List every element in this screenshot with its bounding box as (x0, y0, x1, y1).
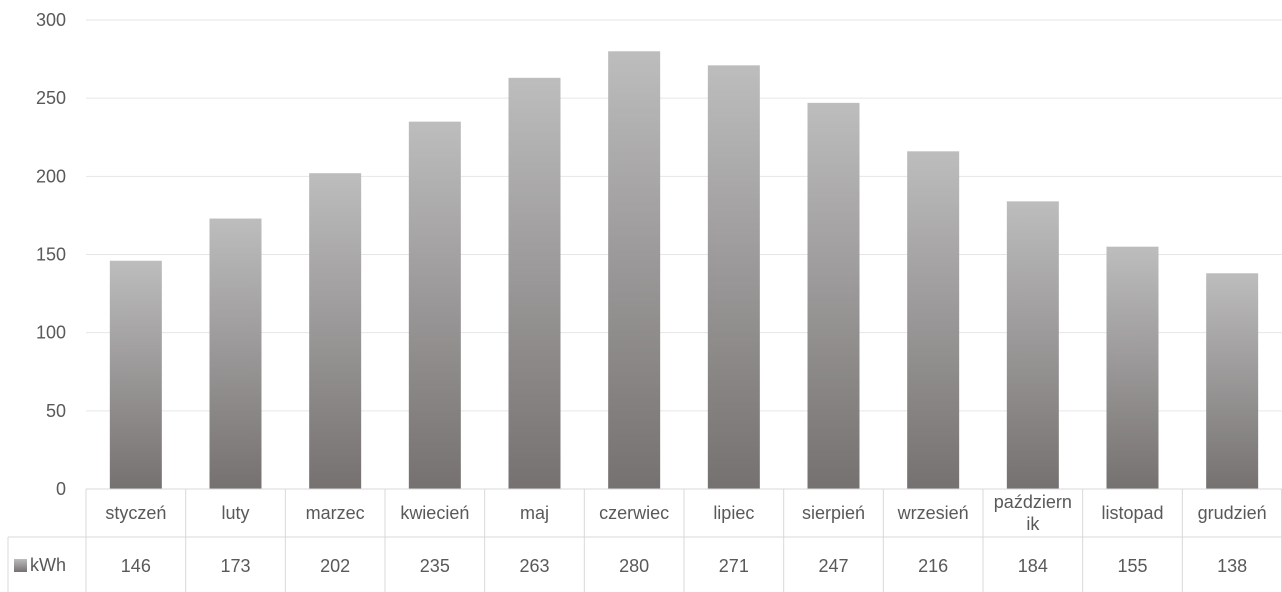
value-label: 138 (1217, 556, 1247, 576)
bar-styczeń (109, 260, 162, 489)
y-tick-label: 300 (36, 10, 66, 30)
bar-sierpień (807, 102, 860, 490)
y-tick-label: 50 (46, 401, 66, 421)
value-label: 173 (220, 556, 250, 576)
bar-kwiecień (408, 121, 461, 489)
category-label: czerwiec (599, 503, 669, 523)
y-axis-tick-labels: 0 50 100 150 200 250 300 (36, 10, 66, 499)
bar-listopad (1106, 246, 1159, 489)
data-table: styczeń luty marzec kwiecień maj czerwiec lipi… (7, 488, 1282, 592)
category-label: wrzesień (897, 503, 969, 523)
category-label: kwiecień (400, 503, 469, 523)
y-tick-label: 200 (36, 166, 66, 186)
category-label: marzec (306, 503, 365, 523)
y-tick-label: 250 (36, 88, 66, 108)
bar-grudzień (1206, 273, 1259, 489)
bar-luty (209, 218, 262, 489)
category-label: maj (520, 503, 549, 523)
bar-lipiec (707, 65, 760, 489)
y-tick-label: 0 (56, 479, 66, 499)
value-label: 216 (918, 556, 948, 576)
gridlines (86, 19, 1282, 412)
value-label: 263 (519, 556, 549, 576)
bar-marzec (309, 173, 362, 489)
value-label: 280 (619, 556, 649, 576)
bar-październik (1006, 201, 1059, 489)
category-label: luty (221, 503, 249, 523)
value-label: 247 (818, 556, 848, 576)
bar-wrzesień (907, 151, 960, 489)
category-label: lipiec (713, 503, 754, 523)
category-label: styczeń (105, 503, 166, 523)
series-name-label: kWh (30, 555, 66, 575)
y-tick-label: 150 (36, 245, 66, 265)
legend-swatch (14, 559, 27, 572)
category-label: grudzień (1198, 503, 1267, 523)
value-label: 202 (320, 556, 350, 576)
value-label: 271 (719, 556, 749, 576)
bars (109, 51, 1259, 490)
bar-maj (508, 77, 561, 490)
y-tick-label: 100 (36, 323, 66, 343)
value-label: 184 (1018, 556, 1048, 576)
category-label: listopad (1101, 503, 1163, 523)
value-label: 146 (121, 556, 151, 576)
bar-czerwiec (608, 51, 661, 490)
value-label: 235 (420, 556, 450, 576)
category-label: październ ik (994, 492, 1072, 534)
category-label: sierpień (802, 503, 865, 523)
value-label: 155 (1117, 556, 1147, 576)
